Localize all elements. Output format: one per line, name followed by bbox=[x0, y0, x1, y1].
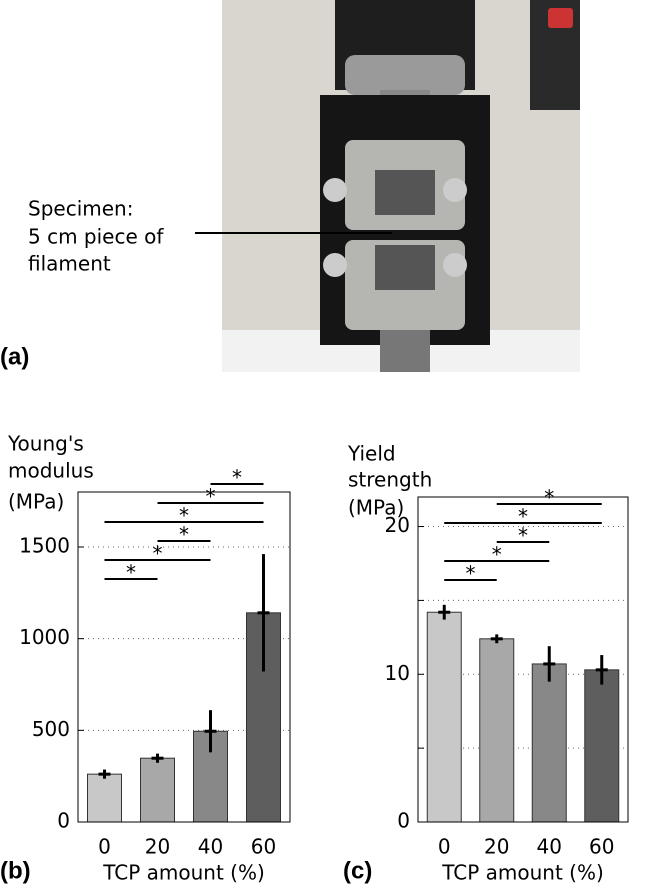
significance-label: * bbox=[179, 523, 189, 547]
annotation: Specimen: bbox=[28, 197, 133, 221]
x-axis-label: TCP amount (%) bbox=[102, 861, 265, 885]
y-tick-label: 1000 bbox=[19, 625, 70, 649]
y-tick-label: 1500 bbox=[19, 534, 70, 558]
panel-label: (a) bbox=[0, 343, 29, 370]
y-axis-label: strength bbox=[348, 468, 432, 492]
bar bbox=[426, 611, 462, 823]
axes-frame bbox=[77, 491, 291, 823]
axes-frame bbox=[417, 496, 629, 823]
significance-label: * bbox=[232, 466, 242, 490]
panel-label: (b) bbox=[0, 857, 31, 884]
significance-label: * bbox=[179, 504, 189, 528]
significance-label: * bbox=[518, 505, 528, 529]
annotation: filament bbox=[28, 252, 111, 276]
significance-label: * bbox=[126, 561, 136, 585]
bar bbox=[87, 773, 122, 823]
x-tick-label: 0 bbox=[98, 835, 111, 859]
x-tick-label: 60 bbox=[589, 835, 614, 859]
significance-label: * bbox=[518, 524, 528, 548]
y-axis-label: Young's bbox=[7, 432, 84, 456]
significance-label: * bbox=[492, 543, 502, 567]
y-tick-label: 0 bbox=[57, 809, 70, 833]
x-tick-label: 0 bbox=[438, 835, 451, 859]
y-tick-label: 0 bbox=[397, 809, 410, 833]
bar bbox=[479, 638, 515, 823]
x-tick-label: 20 bbox=[484, 835, 509, 859]
y-axis-label: Yield bbox=[347, 442, 396, 466]
y-tick-label: 500 bbox=[32, 717, 70, 741]
x-tick-label: 60 bbox=[251, 835, 276, 859]
significance-label: * bbox=[206, 485, 216, 509]
significance-label: * bbox=[466, 562, 476, 586]
bar bbox=[193, 730, 228, 823]
significance-label: * bbox=[153, 542, 163, 566]
y-tick-label: 20 bbox=[385, 513, 410, 537]
bar bbox=[140, 757, 175, 823]
annotation: 5 cm piece of bbox=[28, 225, 164, 249]
x-tick-label: 40 bbox=[537, 835, 562, 859]
y-axis-label: (MPa) bbox=[348, 496, 404, 520]
bar bbox=[584, 669, 620, 823]
y-axis-label: modulus bbox=[8, 459, 94, 483]
significance-label: * bbox=[544, 486, 554, 510]
panel-label: (c) bbox=[343, 857, 372, 884]
bar bbox=[531, 663, 567, 823]
photo bbox=[195, 0, 580, 372]
x-tick-label: 40 bbox=[198, 835, 223, 859]
x-tick-label: 20 bbox=[145, 835, 170, 859]
y-axis-label: (MPa) bbox=[8, 490, 64, 514]
y-tick-label: 10 bbox=[385, 661, 410, 685]
x-axis-label: TCP amount (%) bbox=[441, 861, 604, 885]
